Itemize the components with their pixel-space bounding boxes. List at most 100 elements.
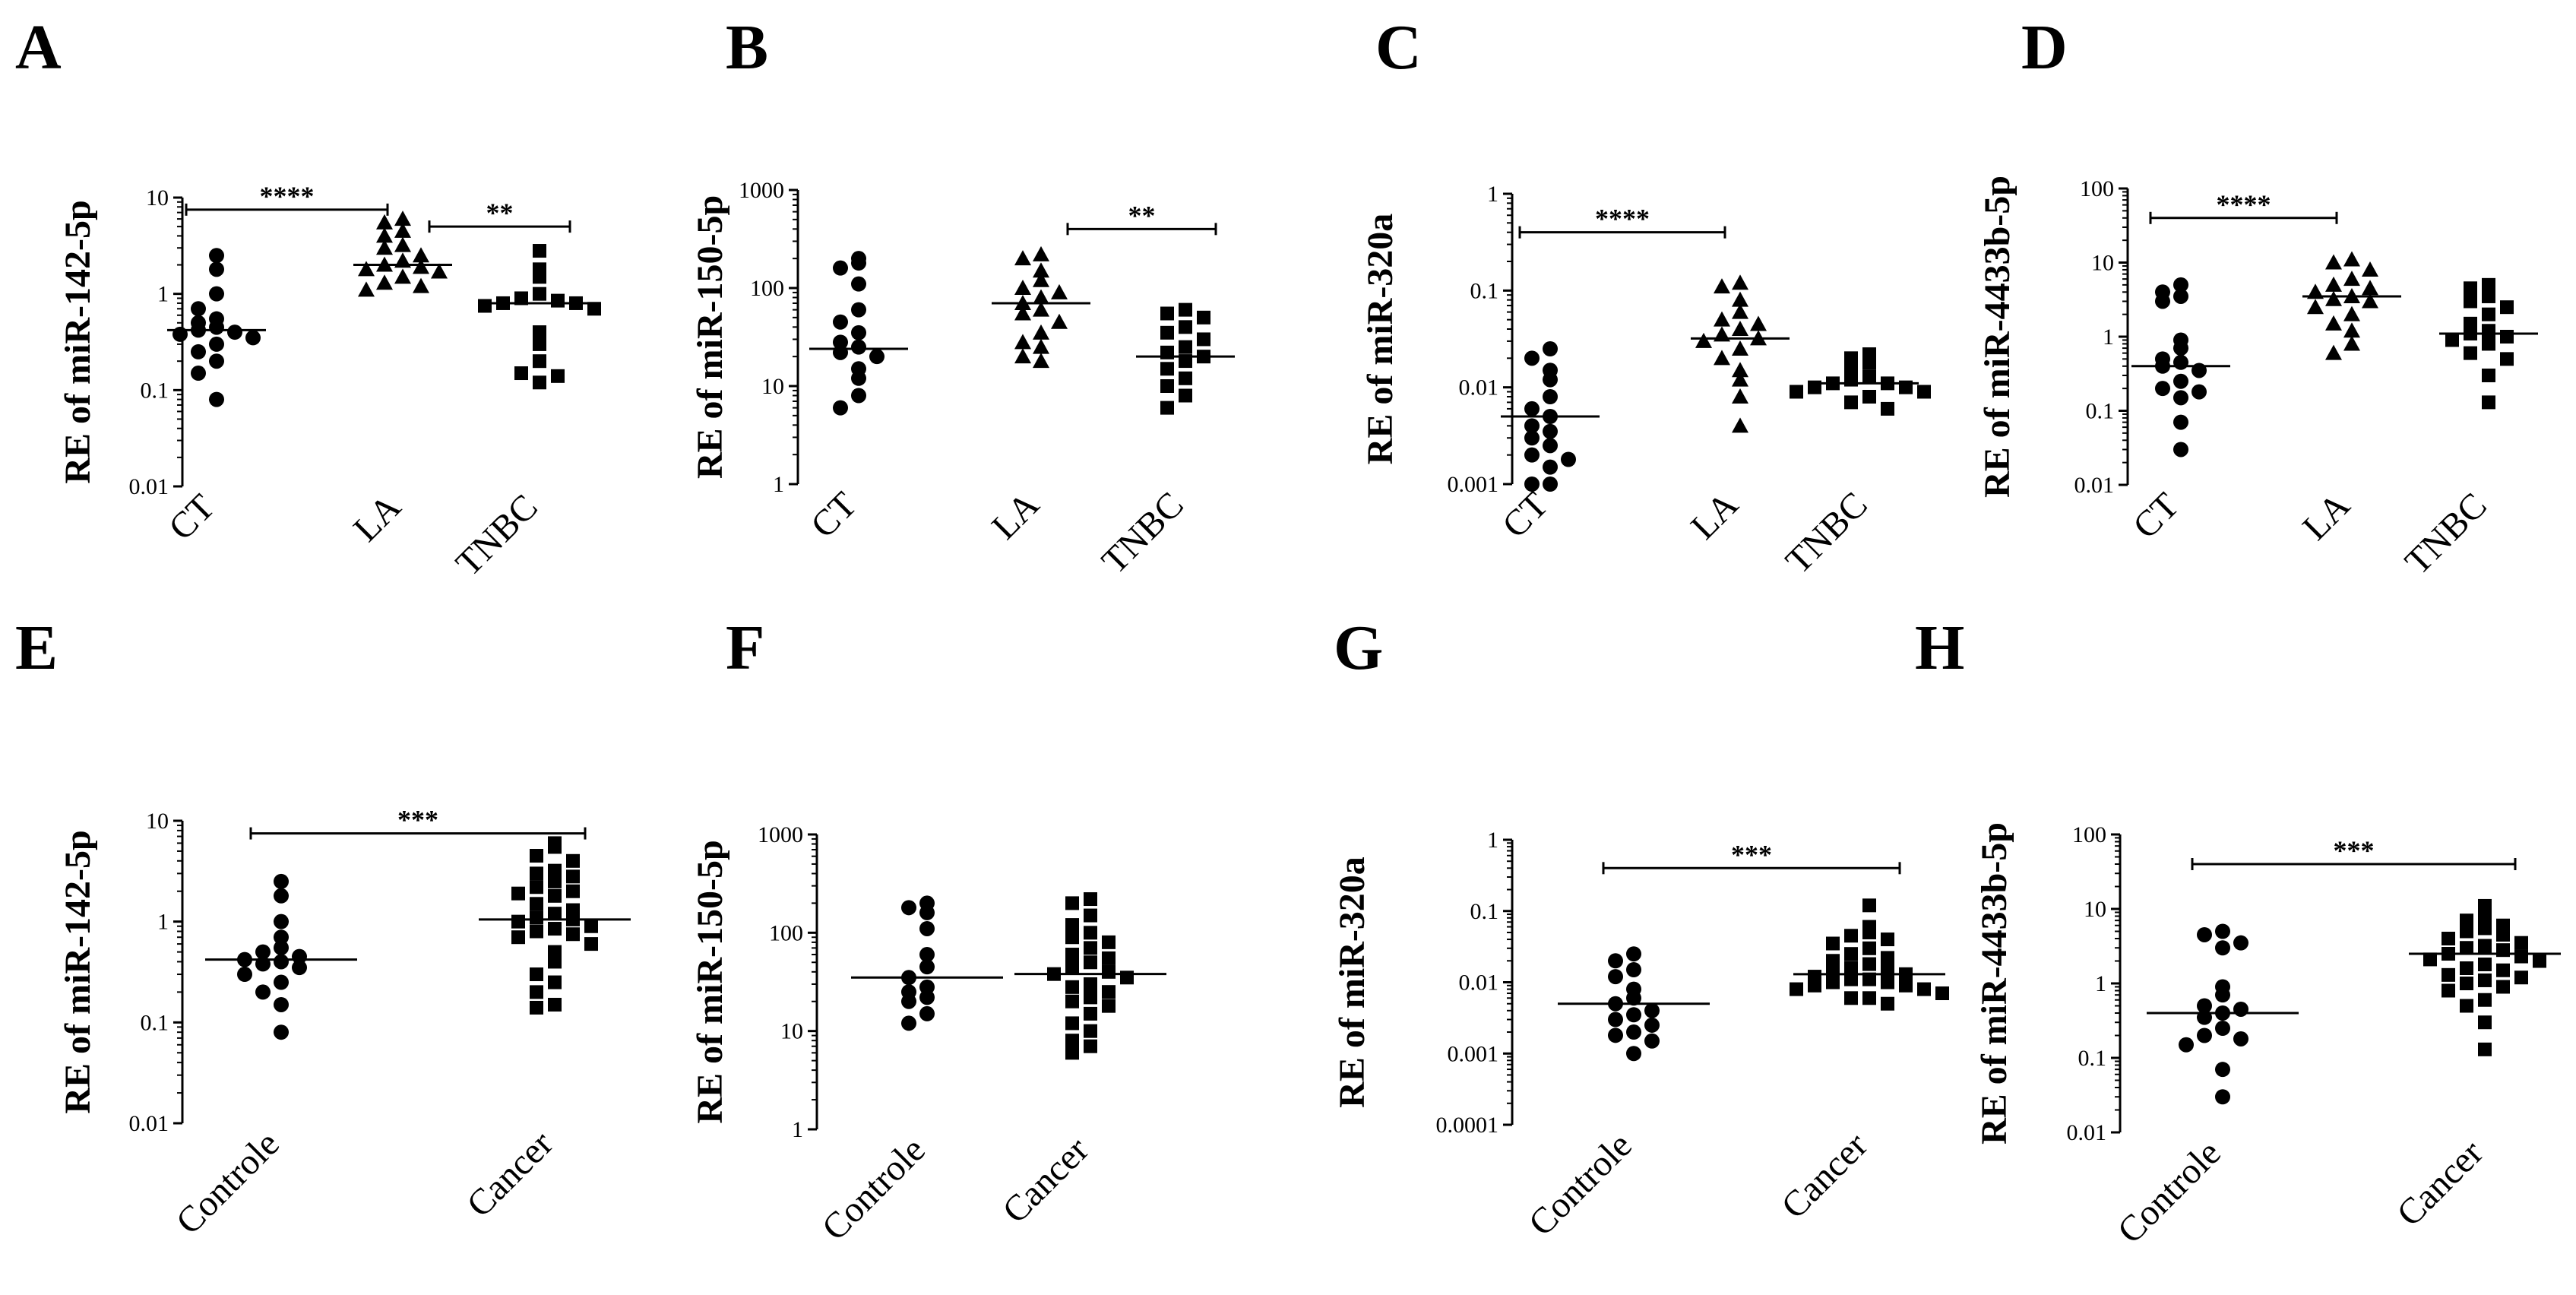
data-point-circle — [2215, 1021, 2230, 1037]
data-point-square — [1102, 999, 1116, 1013]
data-point-circle — [1524, 401, 1540, 416]
y-tick-label: 100 — [2080, 176, 2114, 201]
data-point-circle — [1626, 961, 1641, 977]
data-point-triangle — [2325, 276, 2342, 292]
data-point-square — [1808, 380, 1821, 394]
y-tick-label: 1000 — [739, 178, 784, 203]
panel-b: B 1 10 100 1000 RE of miR-150-5p CT LA TNBC ** — [690, 12, 1235, 581]
data-point-triangle — [1014, 334, 1031, 350]
data-point-circle — [1608, 1027, 1623, 1043]
data-point-triangle — [1750, 315, 1767, 331]
data-point-triangle — [2325, 315, 2342, 331]
data-point-circle — [851, 339, 866, 355]
data-point-circle — [274, 940, 289, 956]
data-point-triangle — [376, 214, 393, 230]
panel-g: G 0.0001 0.001 0.01 0.1 1 RE of miR-320a Contro… — [1332, 613, 1949, 1244]
data-point-square — [1881, 951, 1894, 965]
data-point-square — [548, 888, 562, 903]
data-point-square — [548, 874, 562, 888]
data-point-triangle — [394, 222, 411, 238]
data-point-square — [533, 325, 546, 340]
data-point-square — [1102, 935, 1116, 949]
data-point-triangle — [1033, 324, 1049, 340]
y-tick-label: 10 — [146, 185, 169, 211]
data-point-circle — [901, 900, 916, 916]
data-point-circle — [2173, 354, 2188, 370]
data-point-circle — [919, 989, 935, 1005]
data-point-square — [1862, 991, 1876, 1005]
data-point-square — [548, 955, 562, 969]
data-point-square — [1084, 977, 1097, 991]
x-tick-label: TNBC — [1778, 484, 1875, 581]
y-axis-label: RE of miR-4433b-5p — [1974, 822, 2014, 1145]
data-point-triangle — [1695, 332, 1712, 348]
data-point-square — [551, 293, 565, 308]
data-point-circle — [209, 261, 224, 277]
data-point-triangle — [1014, 305, 1031, 321]
data-point-circle — [2215, 923, 2230, 939]
data-point-square — [478, 299, 492, 313]
data-point-square — [548, 863, 562, 878]
y-tick-label: 0.1 — [2078, 1046, 2107, 1071]
x-tick-label: Cancer — [459, 1123, 561, 1225]
y-tick-label: 0.01 — [2067, 1120, 2107, 1145]
data-point-circle — [919, 1005, 935, 1021]
x-tick-label: LA — [346, 486, 409, 549]
data-point-square — [1862, 972, 1876, 986]
data-point-triangle — [1732, 371, 1748, 387]
data-point-circle — [255, 944, 271, 960]
data-point-square — [1881, 996, 1894, 1011]
panel-letter: C — [1375, 12, 1422, 83]
data-point-circle — [2173, 277, 2188, 293]
data-point-square — [1065, 896, 1079, 910]
data-point-square — [1917, 385, 1931, 399]
panel-letter: G — [1334, 613, 1383, 683]
significance-label: ** — [1128, 200, 1156, 230]
data-point-circle — [1543, 340, 1558, 356]
data-point-square — [1065, 948, 1079, 962]
data-point-circle — [274, 873, 289, 889]
data-point-square — [2460, 977, 2473, 990]
y-axis-label: RE of miR-4433b-5p — [1977, 176, 2017, 498]
data-point-square — [530, 880, 543, 894]
data-point-square — [2496, 927, 2510, 942]
data-point-circle — [919, 959, 935, 975]
data-point-triangle — [1714, 311, 1730, 327]
x-tick-label: Cancer — [1774, 1125, 1875, 1227]
x-tick-label: CT — [2125, 485, 2187, 546]
data-point-square — [1844, 947, 1858, 961]
data-point-circle — [191, 366, 206, 382]
data-point-square — [1065, 1034, 1079, 1048]
y-tick-label: 0.001 — [1448, 472, 1499, 497]
data-point-circle — [1524, 350, 1540, 366]
data-point-triangle — [2325, 344, 2342, 360]
panel-letter: H — [1915, 613, 1964, 683]
panel-f: F 1 10 100 1000 RE of miR-150-5p Controle Cance… — [690, 613, 1166, 1249]
data-point-triangle — [2325, 254, 2342, 270]
data-point-square — [1844, 961, 1858, 975]
x-tick-label: LA — [2295, 485, 2358, 548]
data-point-square — [2464, 294, 2477, 309]
data-point-square — [530, 967, 543, 982]
data-point-triangle — [413, 258, 429, 274]
data-point-square — [1862, 356, 1876, 370]
data-point-square — [2500, 352, 2514, 366]
data-point-square — [1084, 908, 1097, 923]
data-point-circle — [851, 370, 866, 386]
data-point-circle — [869, 349, 885, 365]
data-point-square — [2464, 281, 2477, 296]
data-point-triangle — [2343, 335, 2360, 351]
data-point-square — [548, 840, 562, 854]
data-point-square — [1065, 1046, 1079, 1060]
data-point-square — [1179, 340, 1192, 354]
data-point-triangle — [1033, 271, 1049, 287]
data-point-square — [1881, 932, 1894, 947]
data-point-circle — [851, 388, 866, 404]
data-point-circle — [851, 276, 866, 292]
data-point-circle — [2155, 293, 2170, 309]
data-point-square — [566, 853, 580, 868]
data-point-circle — [1644, 1002, 1660, 1018]
data-point-square — [1862, 925, 1876, 939]
